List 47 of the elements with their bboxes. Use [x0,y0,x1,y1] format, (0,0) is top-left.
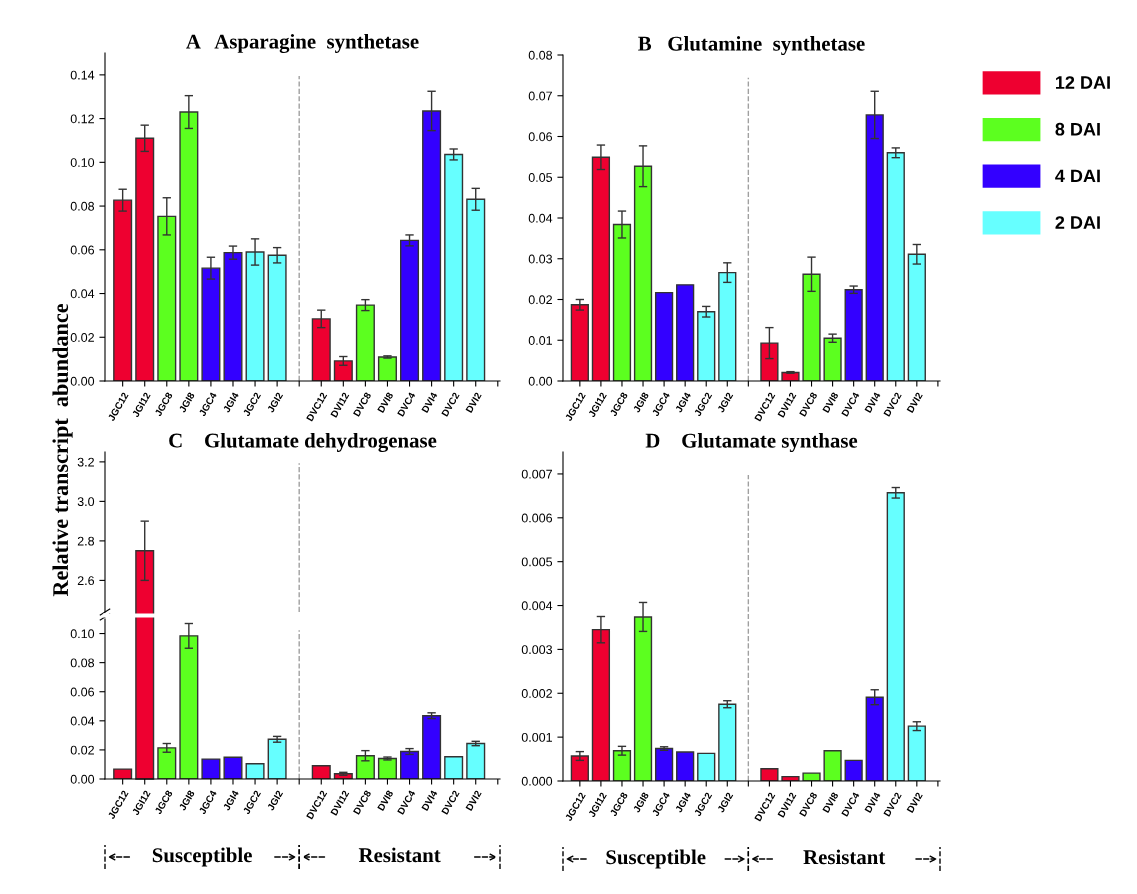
y-tick-label: 0.10 [70,158,95,167]
y-tick-label: 0.14 [70,70,95,80]
chart-title: C Glutamate dehydrogenase [169,432,437,452]
y-tick-label: 0.06 [70,245,95,255]
y-tick-label: 0.000 [521,776,553,786]
chart-title: D Glutamate synthase [645,433,858,452]
chart-title: A Asparagine synthetase [186,33,419,53]
y-tick-label: 0.06 [70,687,95,697]
y-tick-label: 0.10 [70,629,95,639]
y-tick-label: 3.2 [77,457,94,467]
y-tick-label: 0.05 [528,173,553,182]
text: Resistant [803,849,886,865]
y-tick-label: 0.007 [521,469,552,479]
y-tick-label: 0.12 [70,114,94,124]
y-tick-label: 0.002 [521,689,552,698]
text: Susceptible [152,847,252,867]
y-tick-label: 0.04 [70,716,95,726]
y-tick-label: 0.03 [528,254,553,264]
y-tick-label: 0.08 [70,658,95,668]
y-tick-label: 0.04 [70,289,95,299]
y-tick-label: 0.003 [521,645,553,655]
y-tick-label: 0.06 [528,132,553,142]
y-tick-label: 3.0 [77,497,95,507]
y-tick-label: 0.005 [521,557,553,567]
y-tick-label: 0.001 [521,732,552,742]
y-tick-label: 0.02 [70,745,94,755]
y-tick-label: 0.04 [528,213,553,223]
chart-title: B Glutamine synthetase [638,36,865,55]
y-tick-label: 0.08 [528,50,553,60]
y-tick-label: 0.07 [528,91,552,101]
y-tick-label: 0.006 [521,513,553,523]
legend-label: 2 DAI [1055,216,1100,229]
y-tick-label: 0.00 [70,376,95,386]
text: Resistant [358,847,441,863]
y-tick-label: 0.00 [70,774,95,784]
y-tick-label: 0.08 [70,201,95,211]
y-tick-label: 0.02 [70,333,94,342]
y-tick-label: 2.8 [77,536,95,546]
text: Susceptible [606,849,706,869]
y-tick-label: 0.004 [521,601,553,611]
y-tick-label: 0.01 [528,336,552,345]
y-tick-label: 0.00 [528,376,553,386]
legend-label: 4 DAI [1055,169,1100,183]
legend-label: 8 DAI [1055,122,1100,136]
y-tick-label: 2.6 [77,576,95,586]
y-tick-label: 0.02 [528,295,552,305]
legend-label: 12 DAI [1056,76,1110,89]
